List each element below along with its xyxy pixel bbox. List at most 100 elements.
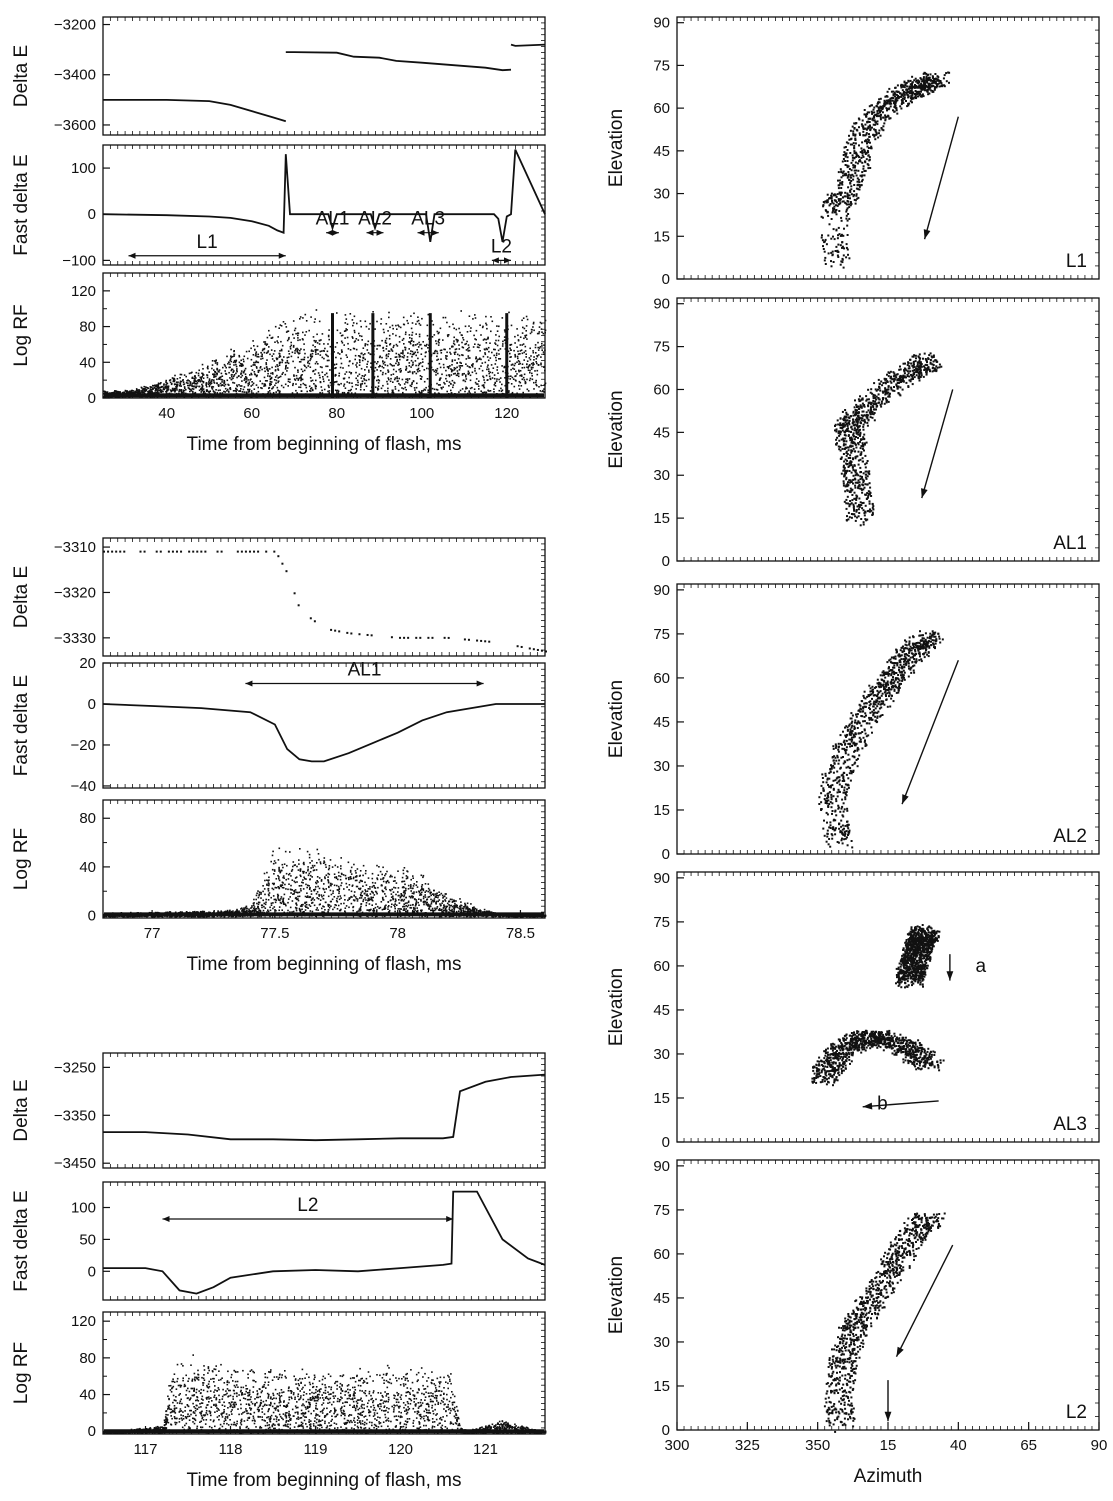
rf-point bbox=[491, 351, 493, 354]
rf-point bbox=[375, 910, 378, 913]
rf-point bbox=[323, 388, 326, 391]
rf-point bbox=[394, 907, 396, 910]
rf-point bbox=[248, 381, 251, 384]
rf-point bbox=[208, 381, 210, 383]
rf-point bbox=[397, 380, 399, 382]
rf-point bbox=[398, 368, 400, 371]
rf-point bbox=[337, 352, 339, 354]
rf-point bbox=[537, 349, 540, 351]
rf-point bbox=[279, 375, 282, 378]
rf-point bbox=[248, 390, 251, 393]
rf-point bbox=[521, 375, 523, 377]
rf-point bbox=[263, 341, 265, 343]
rf-point bbox=[523, 337, 525, 340]
rf-point bbox=[542, 351, 545, 353]
rf-point bbox=[358, 332, 360, 335]
rf-point bbox=[269, 378, 272, 380]
rf-point bbox=[366, 909, 368, 911]
rf-point bbox=[436, 906, 439, 908]
rf-point bbox=[208, 379, 211, 382]
rf-point bbox=[361, 359, 364, 362]
rf-point bbox=[196, 385, 198, 387]
rf-point bbox=[453, 906, 456, 908]
rf-point bbox=[269, 382, 271, 385]
rf-point bbox=[320, 350, 323, 352]
rf-point bbox=[270, 902, 273, 905]
rf-point bbox=[268, 892, 271, 894]
rf-point bbox=[450, 374, 453, 376]
rf-point bbox=[308, 329, 310, 332]
rf-point bbox=[504, 384, 506, 387]
rf-point bbox=[229, 366, 231, 369]
data-point bbox=[159, 550, 162, 553]
rf-point bbox=[243, 360, 245, 363]
plot-frame bbox=[102, 799, 546, 919]
rf-point bbox=[415, 372, 418, 375]
rf-point bbox=[309, 905, 312, 907]
rf-point bbox=[483, 386, 486, 389]
rf-point bbox=[311, 388, 314, 391]
rf-point bbox=[397, 361, 400, 364]
rf-point bbox=[244, 367, 247, 370]
rf-point bbox=[300, 368, 303, 371]
rf-point bbox=[376, 387, 379, 389]
rf-point bbox=[201, 363, 204, 366]
rf-point bbox=[212, 373, 214, 376]
rf-point bbox=[473, 388, 476, 390]
y-tick-label: 0 bbox=[88, 206, 96, 223]
rf-point bbox=[422, 876, 424, 879]
rf-point bbox=[392, 327, 394, 330]
rf-point bbox=[425, 386, 427, 389]
rf-point bbox=[367, 352, 370, 354]
rf-point bbox=[334, 381, 336, 383]
rf-point bbox=[259, 366, 262, 368]
rf-point bbox=[540, 328, 543, 330]
rf-point bbox=[286, 367, 289, 369]
rf-point bbox=[327, 909, 330, 911]
rf-point bbox=[483, 391, 486, 393]
rf-point bbox=[233, 350, 235, 352]
y-tick-label: 0 bbox=[88, 908, 96, 925]
rf-point bbox=[402, 349, 404, 352]
rf-point bbox=[411, 355, 413, 358]
rf-point bbox=[210, 382, 213, 384]
y-tick-label: 80 bbox=[79, 319, 96, 336]
rf-point bbox=[351, 319, 354, 321]
rf-point bbox=[349, 876, 352, 878]
rf-point bbox=[315, 340, 317, 342]
rf-point bbox=[309, 871, 312, 873]
rf-point bbox=[260, 387, 262, 389]
rf-point bbox=[326, 354, 328, 357]
rf-point bbox=[525, 353, 527, 355]
rf-point bbox=[484, 352, 486, 354]
rf-point bbox=[437, 372, 439, 375]
rf-point bbox=[157, 389, 159, 391]
rf-point bbox=[297, 356, 299, 359]
rf-point bbox=[368, 328, 370, 330]
rf-point bbox=[286, 356, 289, 359]
rf-point bbox=[301, 374, 303, 376]
rf-point bbox=[307, 356, 309, 359]
rf-point bbox=[175, 381, 178, 383]
rf-point bbox=[360, 377, 363, 379]
rf-point bbox=[315, 379, 317, 382]
rf-point bbox=[230, 360, 232, 363]
rf-point bbox=[230, 348, 232, 351]
rf-point bbox=[133, 392, 135, 395]
rf-point bbox=[311, 901, 314, 904]
rf-point bbox=[441, 910, 443, 913]
rf-point bbox=[317, 853, 320, 855]
rf-point bbox=[263, 385, 265, 387]
data-point bbox=[467, 638, 470, 641]
rf-point bbox=[436, 367, 439, 370]
rf-point bbox=[399, 911, 401, 913]
rf-point bbox=[449, 904, 451, 907]
rf-point bbox=[499, 358, 502, 360]
rf-point bbox=[451, 908, 453, 911]
rf-point bbox=[413, 898, 416, 901]
rf-points bbox=[103, 309, 547, 398]
rf-point bbox=[165, 381, 167, 383]
rf-point bbox=[246, 357, 249, 360]
rf-point bbox=[145, 386, 147, 388]
